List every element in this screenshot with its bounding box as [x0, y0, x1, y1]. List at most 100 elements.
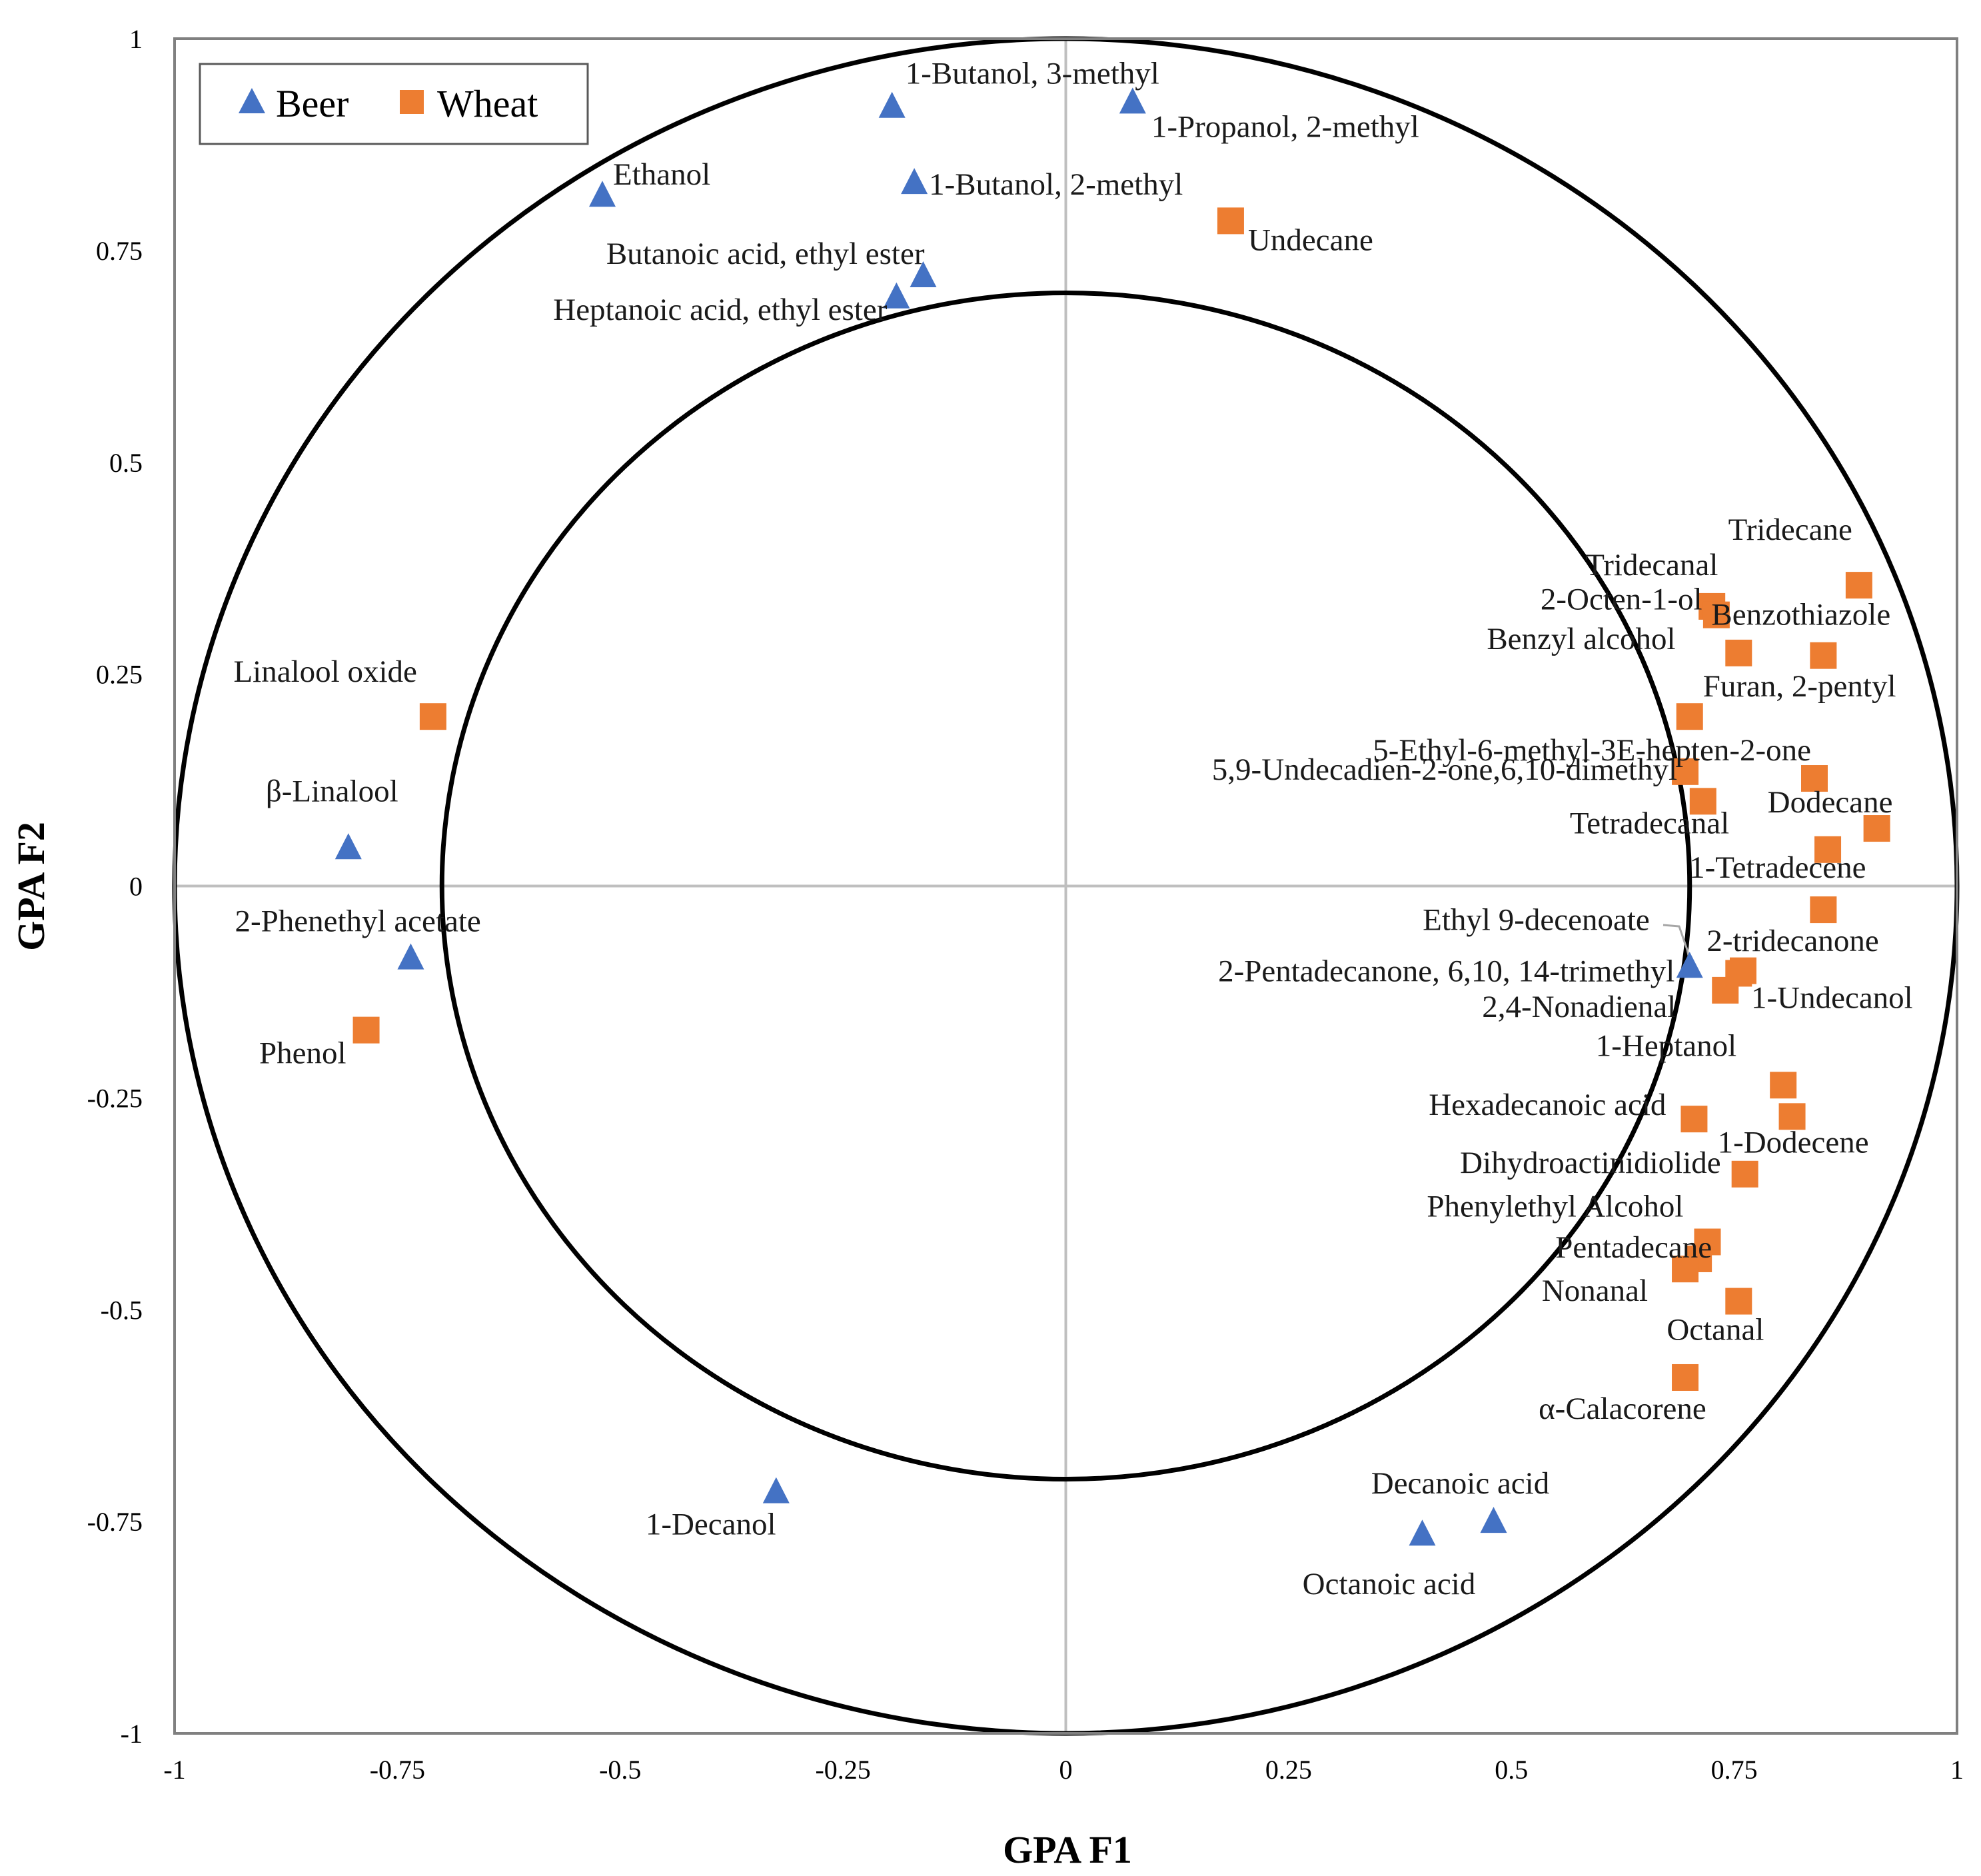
- point-label-tridecanal: Tridecanal: [1585, 548, 1718, 582]
- wheat-point-tridecane: [1845, 572, 1872, 599]
- point-label-1-decanol: 1-Decanol: [646, 1507, 776, 1542]
- y-tick-label: 0.5: [109, 448, 143, 478]
- wheat-point-5-9-undecadien-2-one-6-10-dimethyl: [1672, 758, 1699, 785]
- point-label-hexadecanoic-acid: Hexadecanoic acid: [1429, 1088, 1666, 1122]
- wheat-point-furan-2-pentyl: [1676, 703, 1703, 730]
- inner-circle: [439, 290, 1692, 1482]
- wheat-point-5-ethyl-6-methyl-3e-hepten-2-one: [1801, 765, 1828, 792]
- legend-wheat-square-icon: [400, 90, 424, 114]
- point-label-tridecane: Tridecane: [1728, 512, 1852, 547]
- y-tick-label: 1: [129, 24, 143, 54]
- point-label-1-tetradecene: 1-Tetradecene: [1689, 850, 1866, 885]
- plot-area-border: [173, 37, 1958, 1735]
- x-tick-label: 1: [1950, 1755, 1964, 1785]
- point-label-1-butanol-3-methyl: 1-Butanol, 3-methyl: [906, 57, 1159, 91]
- y-axis-title: GPA F2: [9, 822, 53, 951]
- wheat-point-1-undecanol: [1730, 957, 1756, 984]
- point-label-decanoic-acid: Decanoic acid: [1371, 1466, 1549, 1501]
- point-label-1-dodecene: 1-Dodecene: [1718, 1125, 1869, 1160]
- x-tick-label: 0.5: [1495, 1755, 1528, 1785]
- x-tick-label: 0.75: [1711, 1755, 1758, 1785]
- legend-wheat-label: Wheat: [437, 82, 538, 125]
- point-label-2-phenethyl-acetate: 2-Phenethyl acetate: [235, 904, 480, 939]
- point-label-ethanol: Ethanol: [613, 157, 710, 192]
- x-tick-label: -0.25: [815, 1755, 870, 1785]
- y-tick-label: -0.25: [87, 1083, 143, 1113]
- point-label-linalool: β-Linalool: [266, 774, 398, 808]
- point-label-furan-2-pentyl: Furan, 2-pentyl: [1703, 669, 1896, 704]
- beer-point-2-phenethyl-acetate: [397, 943, 424, 970]
- point-label-tetradecanal: Tetradecanal: [1570, 806, 1729, 840]
- y-tick-label: -1: [121, 1719, 143, 1749]
- point-label-2-pentadecanone-6-10-14-trimethyl: 2-Pentadecanone, 6,10, 14-trimethyl: [1218, 954, 1674, 988]
- point-label-dodecane: Dodecane: [1768, 785, 1893, 820]
- wheat-point-linalool-oxide: [419, 703, 446, 730]
- wheat-point-octanal: [1725, 1288, 1752, 1315]
- wheat-point-2-octen-1-ol: [1702, 601, 1730, 628]
- point-label-undecane: Undecane: [1248, 223, 1373, 257]
- point-label-dihydroactinidiolide: Dihydroactinidiolide: [1460, 1146, 1721, 1180]
- wheat-point-undecane: [1217, 207, 1244, 235]
- point-label-linalool-oxide: Linalool oxide: [233, 654, 416, 689]
- x-tick-label: -0.75: [370, 1755, 425, 1785]
- wheat-point-dihydroactinidiolide: [1731, 1160, 1758, 1188]
- point-label-2-tridecanone: 2-tridecanone: [1706, 924, 1878, 958]
- point-label-2-4-nonadienal: 2,4-Nonadienal: [1482, 990, 1676, 1024]
- point-label-phenol: Phenol: [259, 1036, 346, 1071]
- point-label-nonanal: Nonanal: [1542, 1274, 1648, 1308]
- beer-point-ethyl-9-decenoate: [1676, 952, 1703, 978]
- point-label-heptanoic-acid-ethyl-ester: Heptanoic acid, ethyl ester: [553, 293, 887, 327]
- wheat-point-dodecane: [1863, 815, 1890, 842]
- point-label-5-9-undecadien-2-one-6-10-dimethyl: 5,9-Undecadien-2-one,6,10-dimethyl: [1212, 752, 1677, 787]
- y-tick-labels: 1 0.75 0.5 0.25 0 -0.25 -0.5 -0.75 -1: [87, 24, 143, 1749]
- wheat-point-calacorene: [1672, 1364, 1699, 1391]
- point-labels: 1-Butanol, 3-methyl 1-Propanol, 2-methyl E…: [233, 57, 1912, 1601]
- x-tick-label: -0.5: [599, 1755, 641, 1785]
- legend-beer-label: Beer: [276, 82, 349, 125]
- point-label-benzyl-alcohol: Benzyl alcohol: [1487, 622, 1675, 656]
- wheat-point-1-heptanol: [1770, 1072, 1797, 1099]
- x-tick-label: 0.25: [1265, 1755, 1312, 1785]
- point-label-phenylethyl-alcohol: Phenylethyl Alcohol: [1427, 1190, 1683, 1224]
- point-label-butanoic-acid-ethyl-ester: Butanoic acid, ethyl ester: [606, 237, 925, 271]
- point-label-1-heptanol: 1-Heptanol: [1596, 1028, 1736, 1063]
- data-points: [334, 87, 1890, 1546]
- legend: Beer Wheat: [199, 63, 589, 145]
- beer-point-octanoic-acid: [1409, 1519, 1436, 1546]
- y-tick-label: 0.75: [96, 236, 143, 266]
- point-label-2-octen-1-ol: 2-Octen-1-ol: [1541, 582, 1702, 617]
- legend-box: [199, 63, 589, 145]
- beer-point-decanoic-acid: [1480, 1507, 1507, 1533]
- point-label-1-propanol-2-methyl: 1-Propanol, 2-methyl: [1151, 109, 1419, 144]
- x-tick-labels: -1 -0.75 -0.5 -0.25 0 0.25 0.5 0.75 1: [163, 1755, 1964, 1785]
- wheat-point-phenol: [352, 1016, 380, 1044]
- wheat-point-1-tetradecene: [1814, 836, 1842, 863]
- beer-point-ethanol: [589, 181, 616, 207]
- point-label-benzothiazole: Benzothiazole: [1711, 598, 1890, 632]
- x-tick-label: -1: [163, 1755, 185, 1785]
- beer-point-linalool: [334, 833, 362, 860]
- point-label-ethyl-9-decenoate: Ethyl 9-decenoate: [1423, 902, 1650, 937]
- wheat-point-benzothiazole: [1810, 642, 1837, 669]
- y-tick-label: 0.25: [96, 660, 143, 690]
- wheat-point-2-tridecanone: [1810, 896, 1837, 924]
- y-tick-label: 0: [129, 872, 143, 902]
- beer-point-butanoic-acid-ethyl-ester: [910, 261, 937, 288]
- point-label-octanoic-acid: Octanoic acid: [1303, 1567, 1476, 1601]
- beer-point-heptanoic-acid-ethyl-ester: [883, 282, 910, 309]
- point-label-1-butanol-2-methyl: 1-Butanol, 2-methyl: [929, 167, 1183, 202]
- wheat-point-nonanal: [1672, 1256, 1699, 1283]
- x-axis-title: GPA F1: [1003, 1828, 1132, 1871]
- beer-point-1-propanol-2-methyl: [1119, 87, 1146, 114]
- point-label-calacorene: α-Calacorene: [1539, 1392, 1706, 1426]
- beer-point-1-butanol-2-methyl: [901, 168, 928, 195]
- y-tick-label: -0.5: [101, 1295, 143, 1325]
- y-tick-label: -0.75: [87, 1507, 143, 1537]
- wheat-point-benzyl-alcohol: [1725, 639, 1752, 666]
- zero-lines: [175, 39, 1957, 1733]
- point-label-5-ethyl-6-methyl-3e-hepten-2-one: 5-Ethyl-6-methyl-3E-hepten-2-one: [1373, 733, 1811, 768]
- x-tick-label: 0: [1059, 1755, 1073, 1785]
- point-label-1-undecanol: 1-Undecanol: [1751, 981, 1913, 1016]
